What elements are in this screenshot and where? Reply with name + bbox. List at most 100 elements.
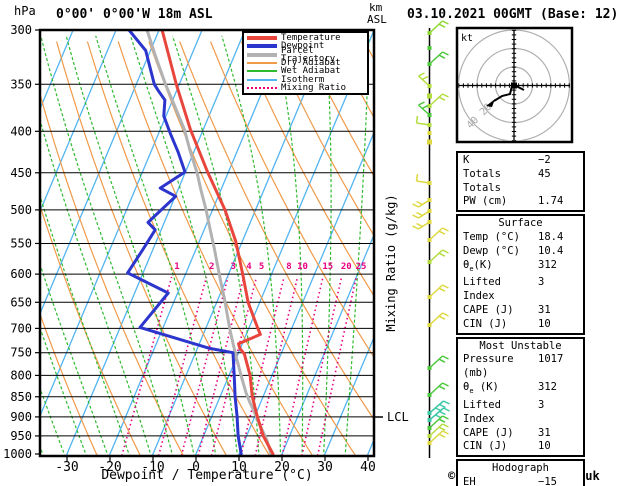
wind-barb	[427, 284, 449, 299]
dry-adiabat-line	[56, 41, 228, 456]
temp-tick-label: -30	[55, 460, 78, 475]
row-value: −2	[538, 154, 551, 166]
section-header: Surface	[498, 217, 543, 230]
row-label: CIN (J)	[463, 317, 508, 330]
legend-label: Parcel Trajectory	[281, 45, 336, 64]
mixing-ratio-label: 1	[174, 262, 179, 272]
table-row: θe (K) 312	[458, 381, 583, 399]
height-axis-unit-asl: ASL	[367, 13, 387, 26]
legend-item: Mixing Ratio	[247, 82, 367, 93]
wet-adiabat-line	[0, 36, 1, 458]
legend-item: Dry Adiabat	[247, 59, 367, 68]
dry-adiabat-line	[40, 203, 142, 456]
legend-swatch	[247, 78, 277, 81]
x-axis-label: Dewpoint / Temperature (°C)	[101, 468, 313, 483]
indices-section: K −2 Totals Totals 45 PW (cm) 1.74	[456, 151, 585, 213]
legend-item: Dewpoint	[247, 42, 367, 51]
model-run-title: 03.10.2021 00GMT (Base: 12)	[407, 7, 619, 22]
mixing-ratio-label: 8	[286, 262, 291, 272]
legend-label: Mixing Ratio	[281, 82, 347, 93]
wind-barb	[412, 198, 432, 208]
isotherm-line	[323, 335, 374, 456]
table-row: K −2	[458, 154, 583, 168]
table-row: CAPE (J) 31	[458, 427, 583, 441]
dry-adiabat-line	[40, 92, 185, 456]
indices-section: Surface Temp (°C) 18.4 Dewp (°C) 10.4 θe(K) 31…	[456, 214, 585, 335]
temp-tick-label: 40	[360, 460, 376, 475]
row-label: PW (cm)	[463, 195, 508, 208]
table-row: PW (cm) 1.74	[458, 195, 583, 209]
dry-adiabat-line	[148, 41, 357, 456]
row-label: EH	[463, 475, 476, 486]
lcl-label: LCL	[387, 410, 409, 424]
dry-adiabat-line	[117, 41, 314, 456]
temp-tick-label: 0	[192, 460, 200, 475]
hodograph-arrow	[486, 99, 495, 107]
legend-item: Temperature	[247, 34, 367, 43]
wet-adiabat-line	[65, 35, 195, 456]
pressure-tick-label: 850	[10, 390, 32, 404]
table-row: CIN (J) 10	[458, 318, 583, 332]
mixing-ratio-line	[121, 276, 173, 456]
pressure-tick-label: 700	[10, 321, 32, 335]
indices-section: Most Unstable Pressure (mb) 1017 θe (K) 312 L…	[456, 336, 585, 458]
table-row: Lifted Index 3	[458, 276, 583, 304]
legend-swatch	[247, 44, 277, 49]
hodograph-trace	[493, 85, 525, 102]
table-row: CAPE (J) 31	[458, 304, 583, 318]
section-header: Hodograph	[492, 462, 549, 475]
pressure-tick-label: 400	[10, 124, 32, 138]
row-value: 1.74	[538, 195, 564, 208]
wind-barb	[427, 415, 449, 430]
table-row: Temp (°C) 18.4	[458, 231, 583, 245]
mixing-ratio-label: 25	[356, 262, 367, 272]
page-title: 0°00' 0°00'W 18m ASL	[56, 7, 213, 22]
pressure-tick-label: 350	[10, 77, 32, 91]
wet-adiabat-line	[130, 35, 238, 456]
mixing-ratio-label: 20	[341, 262, 352, 272]
row-label: θe(K)	[463, 258, 493, 273]
legend: Temperature Dewpoint Parcel Trajectory Dry …	[242, 31, 369, 96]
temp-tick-label: 10	[231, 460, 247, 475]
row-label: Pressure (mb)	[463, 353, 514, 380]
wet-adiabat-line	[40, 117, 152, 456]
row-value: 3	[538, 398, 545, 411]
wind-barb	[427, 139, 432, 145]
row-value: 10	[538, 317, 551, 330]
wet-adiabat-line	[40, 35, 174, 456]
pressure-tick-label: 600	[10, 267, 32, 281]
row-label: Dewp (°C)	[463, 244, 520, 257]
row-value: 312	[538, 258, 557, 271]
temp-tick-label: 20	[274, 460, 290, 475]
temp-tick-label: -20	[98, 460, 121, 475]
mixing-ratio-label: 2	[209, 262, 214, 272]
pressure-tick-label: 500	[10, 203, 32, 217]
wind-barb	[427, 93, 432, 99]
legend-item: Parcel Trajectory	[247, 46, 367, 63]
wind-barb	[427, 430, 449, 445]
table-row: CIN (J) 10	[458, 440, 583, 454]
pressure-tick-label: 800	[10, 368, 32, 382]
wind-barb	[427, 249, 449, 264]
legend-swatch	[247, 70, 277, 73]
wet-adiabat-line	[344, 35, 370, 456]
mixing-ratio-label: 10	[297, 262, 308, 272]
wind-barb	[427, 51, 449, 66]
table-row: Pressure (mb) 1017	[458, 353, 583, 381]
mixing-ratio-line	[316, 276, 358, 456]
hodograph-unit-label: kt	[461, 33, 473, 44]
row-label: CIN (J)	[463, 440, 508, 453]
parcel-curve	[145, 30, 274, 456]
row-value: 18.4	[538, 230, 564, 243]
wind-barb	[427, 227, 449, 242]
isotherm-line	[40, 30, 74, 111]
row-label: Temp (°C)	[463, 230, 520, 243]
mixing-ratio-line	[301, 276, 343, 456]
pressure-tick-label: 450	[10, 166, 32, 180]
pressure-tick-label: 300	[10, 23, 32, 37]
temp-tick-label: -10	[141, 460, 164, 475]
temperature-curve	[160, 30, 275, 456]
